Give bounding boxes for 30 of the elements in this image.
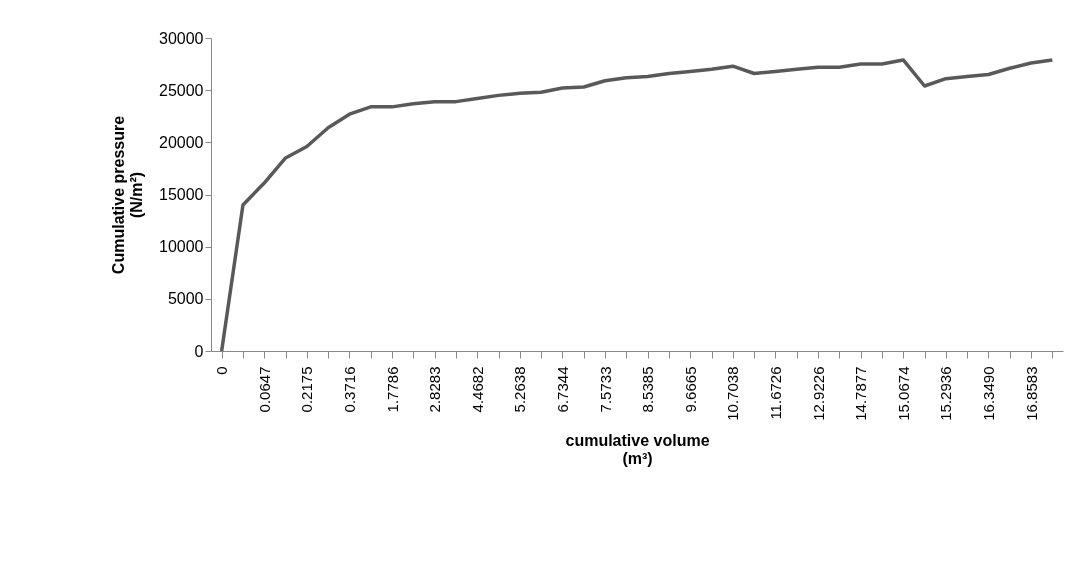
y-tick-label: 10000 bbox=[159, 238, 204, 256]
x-tick-label: 14.7877 bbox=[852, 366, 870, 421]
y-tick-label: 0 bbox=[194, 342, 204, 360]
x-tick-label: 15.2936 bbox=[937, 366, 955, 421]
x-tick-label: 12.9226 bbox=[809, 366, 827, 421]
x-tick-label: 16.3490 bbox=[979, 366, 997, 421]
x-tick-label: 9.6665 bbox=[681, 366, 699, 413]
x-tick-label: 16.8583 bbox=[1022, 366, 1040, 421]
x-tick-label: 6.7344 bbox=[553, 366, 571, 413]
y-tick-label: 30000 bbox=[159, 29, 204, 47]
x-axis-title: cumulative volume (m³) bbox=[565, 431, 710, 467]
x-tick-label: 7.5733 bbox=[596, 366, 614, 413]
x-tick-label: 2.8283 bbox=[426, 366, 444, 413]
x-tick-label: 15.0674 bbox=[894, 366, 912, 421]
x-tick-label: 11.6726 bbox=[766, 366, 784, 420]
x-tick-label: 1.7786 bbox=[383, 366, 401, 413]
x-tick-label: 8.5385 bbox=[639, 366, 657, 413]
x-tick-label: 10.7038 bbox=[724, 366, 742, 421]
y-tick-label: 25000 bbox=[159, 81, 204, 99]
x-tick-label: 4.4682 bbox=[468, 366, 486, 413]
y-axis-title: Cumulative pressure (N/m²) bbox=[110, 115, 146, 275]
x-tick-label: 5.2638 bbox=[511, 366, 529, 413]
line-series bbox=[219, 58, 1055, 353]
x-tick-label: 0 bbox=[213, 366, 231, 375]
x-tick-label: 0.0647 bbox=[255, 366, 273, 413]
x-tick-label: 0.3716 bbox=[340, 366, 358, 413]
y-tick-label: 15000 bbox=[159, 186, 204, 203]
y-tick-label: 20000 bbox=[159, 133, 204, 151]
x-tick-label: 0.2175 bbox=[298, 366, 316, 413]
y-tick-label: 5000 bbox=[167, 290, 204, 308]
